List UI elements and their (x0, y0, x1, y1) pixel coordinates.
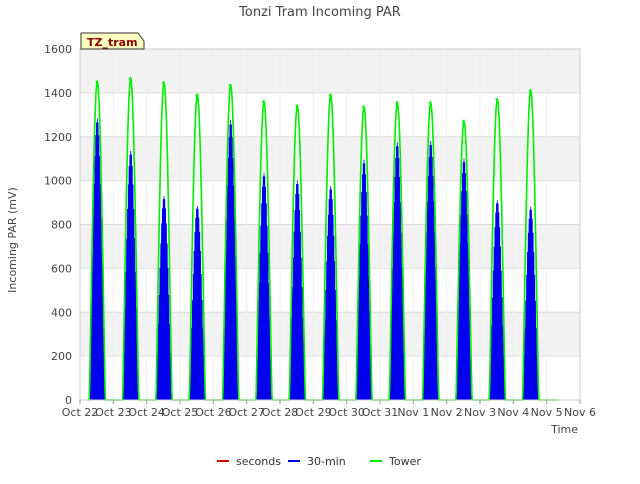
tower-peak-point (228, 83, 232, 87)
y-tick-label: 800 (51, 219, 72, 232)
series-30min-day-area (122, 150, 140, 401)
x-tick-label: Nov 6 (564, 406, 596, 419)
x-tick-label: Oct 26 (195, 406, 232, 419)
x-tick-label: Oct 31 (362, 406, 399, 419)
x-tick-label: Oct 27 (228, 406, 265, 419)
plot-band (80, 136, 580, 181)
y-tick-label: 1000 (44, 175, 72, 188)
tower-peak-point (262, 100, 265, 103)
y-tick-label: 600 (51, 262, 72, 275)
y-tick-label: 1400 (44, 87, 72, 100)
y-axis-label: Incoming PAR (mV) (6, 187, 19, 293)
y-tick-label: 1600 (44, 43, 72, 56)
y-tick-label: 200 (51, 350, 72, 363)
tower-peak-point (495, 98, 498, 101)
legend-label-Tower: Tower (388, 455, 421, 468)
series-30min-day-area (488, 200, 506, 401)
tower-peak-point (528, 89, 532, 92)
y-tick-labels: 0 200 400 600 800 1000 1200 1400 1600 (44, 43, 72, 407)
y-tick-label: 1200 (44, 131, 72, 144)
tower-peak-point (395, 101, 398, 104)
series-30min-day-area (522, 206, 540, 401)
x-tick-label: Oct 22 (62, 406, 99, 419)
tower-peak-point (462, 120, 465, 123)
tower-peak-point (95, 80, 98, 84)
tower-peak-point (362, 105, 365, 109)
x-tick-label: Nov 4 (497, 406, 529, 419)
x-axis-label: Time (550, 423, 578, 436)
annotation-box-shape (80, 32, 145, 50)
x-tick-label: Oct 25 (162, 406, 199, 419)
series-30min-day-area (155, 195, 173, 401)
tower-peak-point (295, 104, 298, 108)
chart-title: Tonzi Tram Incoming PAR (238, 5, 401, 20)
x-tick-label: Oct 28 (262, 406, 299, 419)
annotation-label: TZ_tram (87, 36, 138, 49)
axes (79, 48, 581, 401)
x-tick-label: Oct 30 (328, 406, 365, 419)
plot-band (80, 49, 580, 93)
series-30min-day-area (288, 180, 306, 401)
x-tick-label: Nov 5 (531, 406, 563, 419)
tower-peak-point (328, 93, 332, 97)
x-tick-label: Nov 2 (431, 406, 463, 419)
x-tick-label: Oct 29 (295, 406, 332, 419)
x-tick-label: Nov 3 (464, 406, 496, 419)
legend: seconds 30-min Tower (217, 455, 421, 468)
legend-label-30-min: 30-min (307, 455, 346, 468)
x-tick-label: Oct 23 (95, 406, 132, 419)
y-tick-label: 400 (51, 306, 72, 319)
plot-frame (79, 48, 581, 401)
series-30min-day-area (255, 172, 273, 401)
tower-peak-point (162, 81, 165, 85)
tower-peak-point (128, 77, 132, 80)
x-tick-label: Nov 1 (397, 406, 429, 419)
series-30min-day-area (188, 205, 206, 401)
tower-peak-point (428, 101, 432, 104)
series-layer (88, 76, 559, 401)
y-tick-label: 0 (65, 394, 72, 407)
x-tick-label: Oct 24 (128, 406, 165, 419)
tower-peak-point (195, 93, 198, 97)
annotation-box: TZ_tram (80, 32, 145, 50)
series-30min-day-area (322, 186, 340, 401)
legend-label-seconds: seconds (236, 455, 281, 468)
